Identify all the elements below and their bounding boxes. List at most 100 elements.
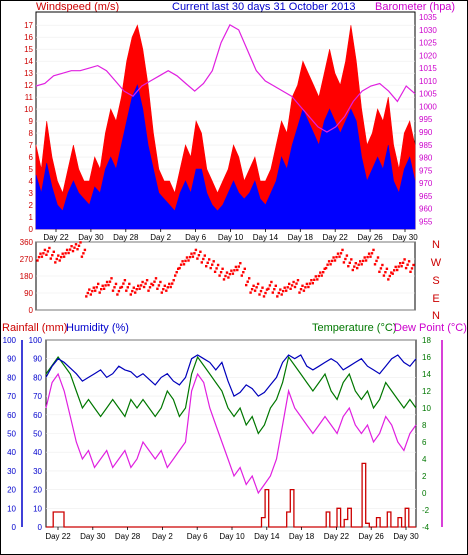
- direction-point: [91, 289, 94, 293]
- direction-point: [209, 266, 212, 270]
- direction-point: [55, 257, 58, 261]
- direction-point: [116, 293, 119, 296]
- x-tick-label: Day 26: [359, 532, 385, 541]
- direction-point: [64, 252, 67, 255]
- direction-point: [61, 252, 64, 255]
- direction-point: [111, 289, 115, 292]
- direction-point: [117, 289, 121, 293]
- x-tick-label: Day 28: [115, 532, 141, 541]
- windspeed-tick-label: 1: [29, 213, 34, 222]
- direction-point: [174, 274, 177, 277]
- humidity-series: [45, 354, 417, 397]
- direction-point: [292, 280, 295, 284]
- temperature-tick-label: 2: [422, 472, 427, 481]
- direction-point: [88, 288, 91, 291]
- direction-point: [378, 270, 381, 273]
- direction-point: [163, 284, 166, 287]
- direction-point: [36, 259, 39, 262]
- direction-point: [262, 295, 266, 298]
- windspeed-tick-label: 0: [29, 225, 34, 234]
- direction-point: [274, 284, 277, 287]
- direction-point: [37, 255, 41, 259]
- direction-point: [212, 260, 215, 263]
- humidity-tick-label: 30: [33, 467, 42, 476]
- direction-point: [102, 287, 106, 290]
- wind-series: [35, 84, 416, 230]
- x-tick-label: Day 30: [78, 233, 104, 242]
- compass-label: N: [432, 310, 440, 322]
- direction-point: [327, 260, 331, 263]
- direction-point: [129, 293, 132, 296]
- windspeed-tick-label: 3: [29, 189, 34, 198]
- direction-point: [396, 268, 399, 272]
- direction-point: [43, 248, 47, 252]
- direction-point: [132, 286, 135, 289]
- direction-point: [404, 266, 408, 270]
- direction-point: [200, 261, 203, 264]
- direction-point: [277, 291, 280, 295]
- rainfall-tick-label: 50: [7, 430, 16, 439]
- direction-point: [128, 282, 131, 286]
- direction-point: [157, 284, 161, 287]
- direction-point: [120, 285, 124, 289]
- direction-point: [148, 286, 152, 289]
- direction-point: [113, 286, 116, 289]
- barometer-tick-label: 960: [419, 205, 433, 214]
- direction-point: [283, 286, 286, 289]
- direction-point: [403, 258, 406, 261]
- direction-point: [299, 288, 303, 291]
- direction-point: [147, 289, 150, 292]
- direction-point: [197, 254, 201, 257]
- barometer-tick-label: 1015: [419, 64, 437, 73]
- direction-point: [305, 282, 309, 286]
- direction-point: [302, 289, 306, 292]
- direction-point: [270, 280, 273, 284]
- x-tick-label: Day 30: [393, 532, 419, 541]
- direction-point: [172, 279, 175, 282]
- direction-point: [60, 255, 63, 259]
- direction-point: [49, 257, 52, 260]
- temperature-tick-label: 16: [422, 353, 431, 362]
- rainfall-tick-label: 100: [3, 336, 17, 345]
- direction-point: [351, 268, 354, 272]
- direction-point: [248, 277, 251, 280]
- direction-point: [410, 267, 414, 270]
- direction-point: [319, 271, 322, 274]
- humidity-tick-label: 20: [33, 486, 42, 495]
- direction-point: [375, 259, 378, 263]
- direction-point: [51, 254, 54, 257]
- direction-point: [363, 256, 366, 259]
- direction-point: [362, 259, 365, 263]
- temperature-series: [45, 355, 417, 435]
- direction-point: [316, 278, 319, 281]
- direction-point: [205, 265, 208, 268]
- direction-point: [202, 257, 205, 261]
- direction-point: [311, 282, 314, 285]
- temperature-tick-label: 10: [422, 404, 431, 413]
- direction-point: [151, 283, 155, 287]
- direction-point: [295, 282, 298, 285]
- direction-point: [329, 263, 332, 266]
- direction-point: [145, 279, 149, 282]
- direction-point: [282, 289, 285, 293]
- x-tick-label: Day 22: [324, 532, 350, 541]
- direction-point: [370, 252, 374, 255]
- direction-point: [68, 248, 72, 251]
- direction-point: [322, 271, 325, 274]
- direction-point: [271, 291, 274, 294]
- direction-tick-label: 0: [29, 306, 34, 315]
- rainfall-tick-label: 80: [7, 373, 16, 382]
- direction-point: [122, 282, 125, 285]
- x-tick-label: Day 22: [323, 233, 349, 242]
- humidity-tick-label: 10: [33, 504, 42, 513]
- direction-point: [160, 291, 163, 294]
- barometer-tick-label: 1035: [419, 13, 437, 22]
- direction-point: [335, 255, 338, 259]
- direction-point: [97, 282, 100, 286]
- windspeed-tick-label: 8: [29, 129, 34, 138]
- rainfall-tick-label: 60: [7, 411, 16, 420]
- direction-point: [57, 254, 60, 257]
- direction-point: [138, 287, 141, 290]
- direction-point: [242, 271, 245, 274]
